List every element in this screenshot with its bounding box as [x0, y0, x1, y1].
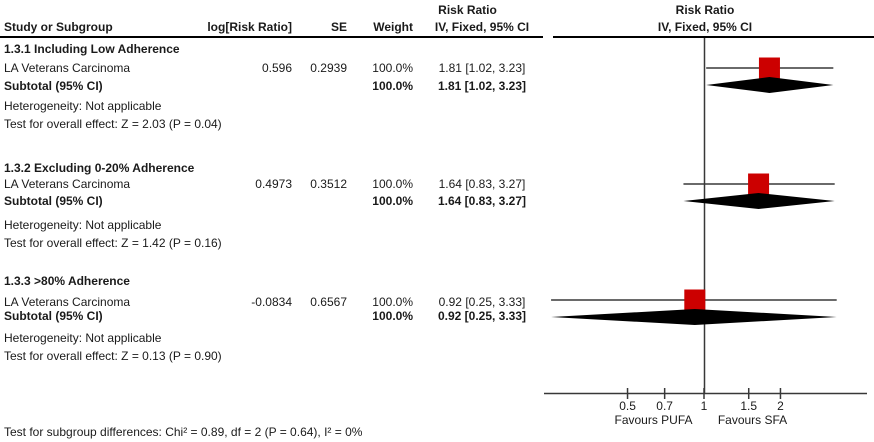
- column-header-effect-ci: IV, Fixed, 95% CI: [434, 20, 530, 34]
- column-header-log-risk-ratio: log[Risk Ratio]: [207, 20, 292, 34]
- header-rule-right: [553, 36, 874, 38]
- column-header-row: Study or Subgroup log[Risk Ratio] SE Wei…: [0, 21, 560, 34]
- subtotal-risk-ratio-ci-text: 0.92 [0.25, 3.33]: [437, 309, 527, 323]
- subtotal-row: Subtotal (95% CI) 100.0% 1.64 [0.83, 3.2…: [0, 195, 560, 208]
- subtotal-label: Subtotal (95% CI): [4, 194, 103, 208]
- subtotal-label: Subtotal (95% CI): [4, 79, 103, 93]
- subtotal-weight: 100.0%: [372, 309, 413, 323]
- axis-tick-label: 2: [777, 399, 784, 413]
- subgroup-heading: 1.3.3 >80% Adherence: [4, 274, 130, 288]
- favours-right-label: Favours SFA: [717, 413, 788, 427]
- axis-tick-label: 1.5: [740, 399, 757, 413]
- study-row: LA Veterans Carcinoma 0.4973 0.3512 100.…: [0, 178, 560, 191]
- risk-ratio-ci-text: 0.92 [0.25, 3.33]: [438, 295, 526, 309]
- subtotal-row: Subtotal (95% CI) 100.0% 1.81 [1.02, 3.2…: [0, 80, 560, 93]
- plot-column-subtitle: IV, Fixed, 95% CI: [657, 20, 753, 34]
- subtotal-diamond: [706, 77, 834, 93]
- heterogeneity-note: Heterogeneity: Not applicable: [4, 331, 162, 345]
- overall-effect-test: Test for overall effect: Z = 0.13 (P = 0…: [4, 349, 222, 363]
- column-header-se: SE: [330, 20, 347, 34]
- axis-tick-label: 1: [701, 399, 708, 413]
- study-row: LA Veterans Carcinoma -0.0834 0.6567 100…: [0, 296, 560, 309]
- subtotal-risk-ratio-ci-text: 1.81 [1.02, 3.23]: [437, 79, 527, 93]
- favours-left-label: Favours PUFA: [614, 413, 693, 427]
- heterogeneity-note: Heterogeneity: Not applicable: [4, 99, 162, 113]
- subgroup-differences-test: Test for subgroup differences: Chi² = 0.…: [4, 425, 363, 439]
- axis-tick-label: 0.7: [656, 399, 673, 413]
- heterogeneity-note: Heterogeneity: Not applicable: [4, 218, 162, 232]
- subtotal-risk-ratio-ci-text: 1.64 [0.83, 3.27]: [437, 194, 527, 208]
- study-marker: [684, 289, 706, 311]
- axis-tick-label: 0.5: [619, 399, 636, 413]
- weight-value: 100.0%: [372, 61, 413, 75]
- subgroup-heading: 1.3.2 Excluding 0-20% Adherence: [4, 161, 195, 175]
- subtotal-row: Subtotal (95% CI) 100.0% 0.92 [0.25, 3.3…: [0, 310, 560, 323]
- log-risk-ratio-value: -0.0834: [251, 295, 292, 309]
- se-value: 0.3512: [310, 177, 347, 191]
- study-marker: [758, 57, 780, 79]
- subtotal-weight: 100.0%: [372, 194, 413, 208]
- risk-ratio-ci-text: 1.81 [1.02, 3.23]: [438, 61, 526, 75]
- study-name: LA Veterans Carcinoma: [4, 61, 131, 75]
- subtotal-weight: 100.0%: [372, 79, 413, 93]
- column-header-weight: Weight: [373, 20, 413, 34]
- subtotal-diamond: [683, 193, 835, 209]
- plot-column-title: Risk Ratio: [675, 3, 735, 17]
- study-row: LA Veterans Carcinoma 0.596 0.2939 100.0…: [0, 62, 560, 75]
- subtotal-label: Subtotal (95% CI): [4, 309, 103, 323]
- header-rule-left: [0, 36, 543, 38]
- se-value: 0.6567: [310, 295, 347, 309]
- subgroup-heading: 1.3.1 Including Low Adherence: [4, 42, 180, 56]
- overall-effect-test: Test for overall effect: Z = 1.42 (P = 0…: [4, 236, 222, 250]
- log-risk-ratio-value: 0.4973: [255, 177, 292, 191]
- subtotal-diamond: [551, 309, 837, 325]
- study-marker: [748, 173, 770, 195]
- study-name: LA Veterans Carcinoma: [4, 177, 131, 191]
- risk-ratio-ci-text: 1.64 [0.83, 3.27]: [438, 177, 526, 191]
- column-header-study: Study or Subgroup: [4, 20, 113, 34]
- weight-value: 100.0%: [372, 295, 413, 309]
- effect-column-title: Risk Ratio: [438, 3, 497, 17]
- se-value: 0.2939: [310, 61, 347, 75]
- study-name: LA Veterans Carcinoma: [4, 295, 131, 309]
- log-risk-ratio-value: 0.596: [261, 61, 292, 75]
- weight-value: 100.0%: [372, 177, 413, 191]
- overall-effect-test: Test for overall effect: Z = 2.03 (P = 0…: [4, 117, 222, 131]
